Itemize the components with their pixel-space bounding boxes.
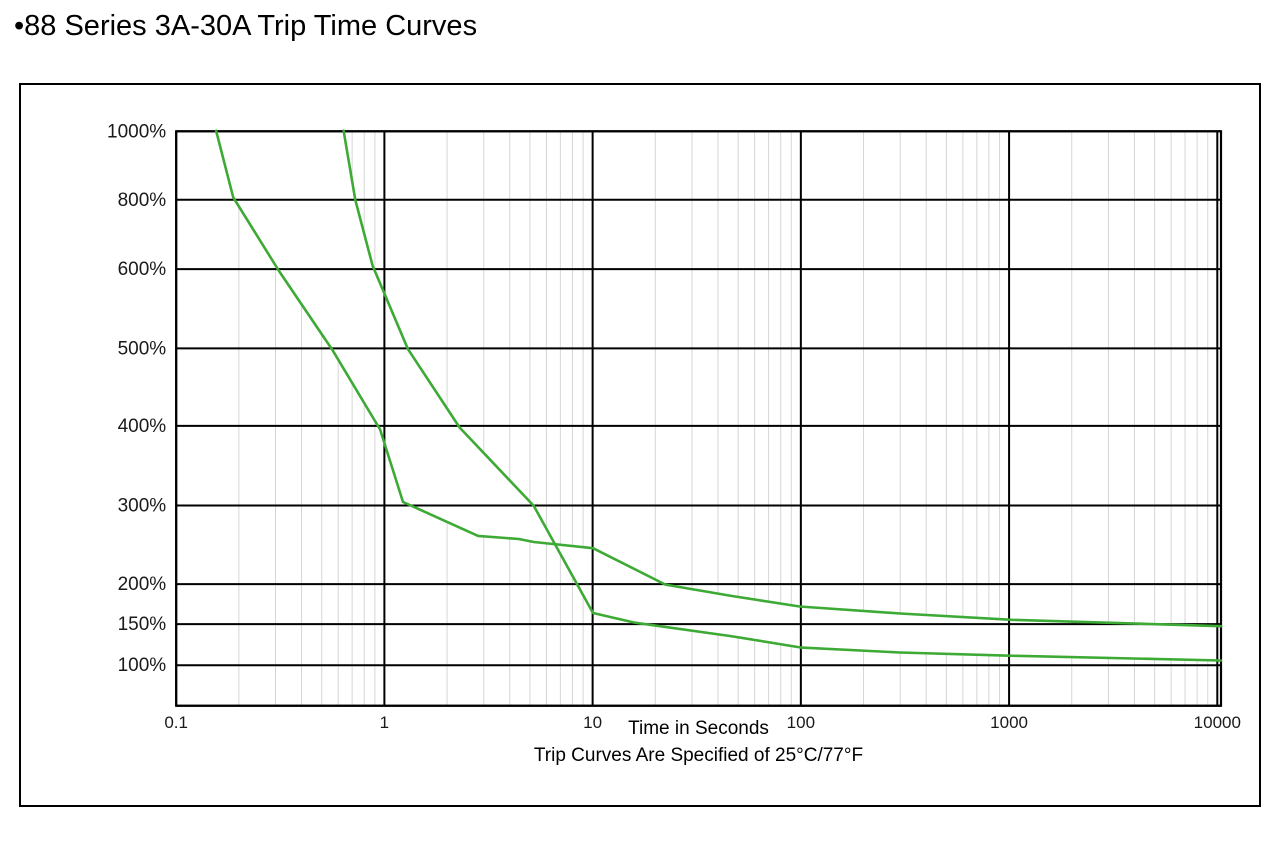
svg-text:600%: 600% (118, 259, 167, 280)
svg-text:400%: 400% (118, 416, 167, 437)
svg-text:150%: 150% (118, 614, 167, 635)
svg-text:500%: 500% (118, 338, 167, 359)
svg-text:1000%: 1000% (107, 121, 166, 142)
svg-text:300%: 300% (118, 496, 167, 517)
svg-text:200%: 200% (118, 574, 167, 595)
svg-text:100%: 100% (118, 655, 167, 676)
svg-text:800%: 800% (118, 190, 167, 211)
